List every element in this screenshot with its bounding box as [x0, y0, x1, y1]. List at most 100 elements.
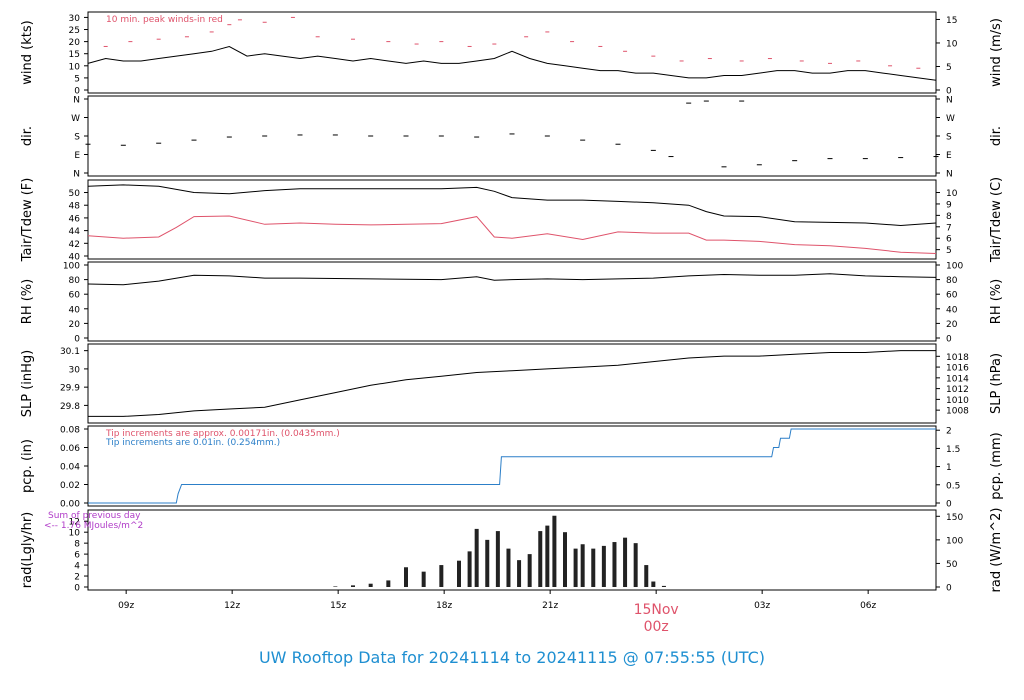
right-tick-label-rh: 40 — [946, 305, 958, 315]
left-tick-label-rh: 20 — [69, 320, 81, 330]
right-tick-label-dir: N — [946, 170, 953, 180]
right-tick-label-dir: W — [946, 114, 955, 124]
right-tick-label-slp: 1016 — [946, 364, 969, 374]
left-tick-label-dir: E — [74, 151, 80, 161]
right-tick-label-dir: S — [946, 133, 952, 143]
right-tick-label-dir: E — [946, 151, 952, 161]
left-tick-label-temp: 50 — [69, 189, 81, 199]
panel-frame-temp — [87, 179, 937, 260]
ylabel-right-dir: dir. — [989, 126, 1004, 146]
pcp-annotation-mm: Tip increments are approx. 0.00171in. (0… — [105, 429, 340, 439]
left-tick-label-pcp: 0.02 — [60, 481, 80, 491]
radiation-bar — [467, 551, 472, 587]
ylabel-left-slp: SLP (inHg) — [20, 350, 35, 418]
left-tick-label-temp: 40 — [69, 253, 81, 263]
right-tick-label-wind: 0 — [946, 87, 952, 97]
rad-annotation-line1: Sum of previous day — [48, 511, 141, 521]
right-tick-label-temp: 5 — [946, 246, 952, 256]
time-tick-label-sub: 00z — [644, 619, 669, 635]
radiation-bar — [573, 548, 578, 587]
panel-frame-wind — [87, 11, 937, 94]
left-tick-label-pcp: 0.00 — [60, 500, 80, 510]
right-tick-label-pcp: 1.5 — [946, 445, 960, 455]
panel-frame-rad — [87, 509, 937, 591]
left-tick-label-rad: 10 — [69, 529, 81, 539]
radiation-bar — [651, 581, 656, 587]
right-tick-label-pcp: 1 — [946, 463, 952, 473]
chart-footer-title: UW Rooftop Data for 20241114 to 20241115… — [258, 648, 766, 667]
right-tick-label-temp: 7 — [946, 223, 952, 233]
radiation-bar — [404, 567, 408, 587]
right-tick-label-rad: 50 — [946, 560, 958, 570]
left-tick-label-rad: 8 — [74, 540, 80, 550]
time-tick-label: 21z — [542, 601, 558, 611]
left-tick-label-rad: 6 — [74, 551, 80, 561]
time-tick-label: 12z — [224, 601, 240, 611]
right-tick-label-rad: 100 — [946, 536, 963, 546]
right-tick-label-rh: 0 — [946, 335, 952, 345]
left-tick-label-rad: 0 — [74, 584, 80, 594]
right-tick-label-slp: 1010 — [946, 396, 969, 406]
radiation-bar — [633, 543, 638, 587]
left-tick-label-wind: 25 — [69, 26, 80, 36]
panel-frame-rh — [87, 261, 937, 342]
radiation-bar — [351, 585, 355, 587]
right-tick-label-wind: 5 — [946, 63, 952, 73]
radiation-bar — [527, 554, 532, 587]
right-tick-label-slp: 1012 — [946, 385, 969, 395]
time-tick-label: 15z — [330, 601, 346, 611]
time-tick-label-date: 15Nov — [634, 602, 679, 618]
radiation-bar — [538, 531, 543, 587]
right-tick-label-temp: 9 — [946, 200, 952, 210]
right-tick-label-rh: 60 — [946, 291, 958, 301]
right-tick-label-dir: N — [946, 96, 953, 106]
right-tick-label-temp: 6 — [946, 235, 952, 245]
series-line-RH — [87, 273, 937, 286]
right-tick-label-pcp: 0 — [946, 500, 952, 510]
left-tick-label-wind: 30 — [69, 14, 81, 24]
left-tick-label-rh: 60 — [69, 291, 81, 301]
ylabel-left-temp: Tair/Tdew (F) — [20, 178, 35, 263]
time-tick-label: 18z — [436, 601, 452, 611]
radiation-bar — [661, 585, 666, 587]
left-tick-label-slp: 30.1 — [60, 347, 80, 357]
wind-annotation: 10 min. peak winds-in red — [106, 15, 223, 25]
right-tick-label-rh: 100 — [946, 262, 963, 272]
right-tick-label-rh: 20 — [946, 320, 958, 330]
left-tick-label-temp: 42 — [69, 240, 80, 250]
radiation-bar — [333, 586, 338, 587]
radiation-bar — [495, 531, 500, 587]
ylabel-left-wind: wind (kts) — [20, 20, 35, 84]
radiation-bar — [601, 545, 606, 587]
right-tick-label-pcp: 2 — [946, 427, 952, 437]
right-tick-label-pcp: 0.5 — [946, 481, 960, 491]
time-tick-label: 09z — [118, 601, 134, 611]
ylabel-left-pcp: pcp. (in) — [20, 439, 35, 493]
left-tick-label-dir: N — [73, 170, 80, 180]
ylabel-left-rad: rad(Lgly/hr) — [20, 512, 35, 588]
left-tick-label-slp: 29.8 — [60, 402, 80, 412]
radiation-bar — [545, 525, 550, 587]
panel-frame-slp — [87, 343, 937, 424]
ylabel-right-slp: SLP (hPa) — [989, 353, 1004, 414]
right-tick-label-rad: 0 — [946, 584, 952, 594]
radiation-bar — [368, 583, 373, 587]
time-tick-label: 03z — [754, 601, 770, 611]
right-tick-label-temp: 8 — [946, 212, 952, 222]
pcp-annotation-in: Tip increments are 0.01in. (0.254mm.) — [105, 438, 280, 448]
left-tick-label-dir: N — [73, 96, 80, 106]
panel-frame-dir — [87, 95, 937, 177]
ylabel-right-temp: Tair/Tdew (C) — [989, 177, 1004, 263]
rad-annotation-line2: <-- 1.76 MJoules/m^2 — [44, 521, 143, 531]
right-tick-label-wind: 10 — [946, 39, 958, 49]
left-tick-label-rad: 4 — [74, 562, 80, 572]
right-tick-label-rh: 80 — [946, 276, 958, 286]
ylabel-left-rh: RH (%) — [20, 279, 35, 324]
radiation-bar — [552, 515, 557, 587]
series-line-Tdew — [87, 215, 937, 254]
left-tick-label-rh: 80 — [69, 276, 81, 286]
radiation-bar — [623, 537, 628, 587]
ylabel-right-pcp: pcp. (mm) — [989, 432, 1004, 499]
left-tick-label-wind: 10 — [69, 62, 81, 72]
